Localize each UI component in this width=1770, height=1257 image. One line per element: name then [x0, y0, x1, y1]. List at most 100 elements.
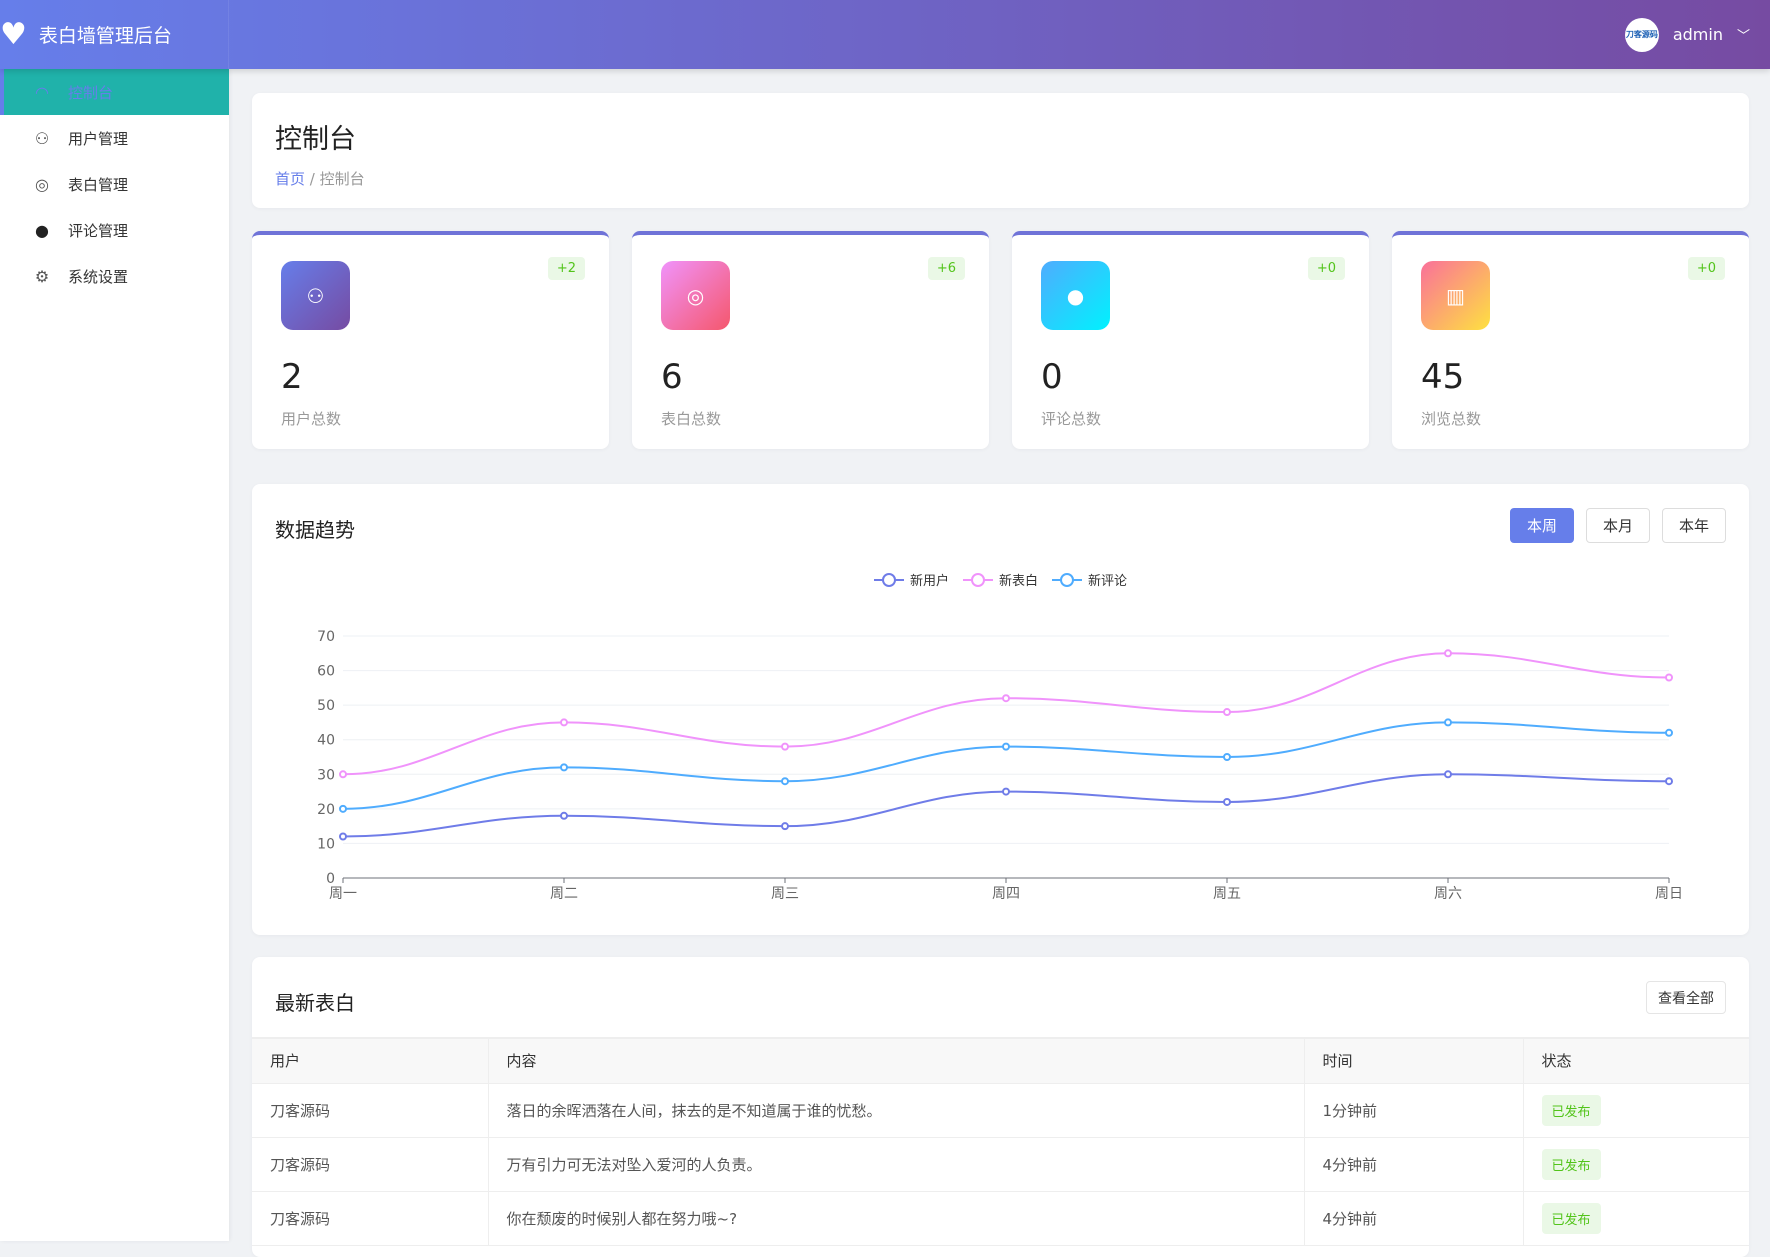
data-point	[1223, 797, 1231, 806]
cell-user: 刀客源码	[252, 1137, 489, 1192]
legend-item[interactable]: 新用户	[873, 570, 949, 589]
sidebar-item-label: 系统设置	[68, 267, 129, 286]
data-point	[781, 822, 789, 831]
data-point	[1665, 673, 1673, 682]
avatar: 刀客源码	[1624, 17, 1659, 52]
sidebar: ◠ 控制台 ⚇ 用户管理 ◎ 表白管理 ● 评论管理 ⚙ 系统设置	[0, 69, 229, 1241]
data-point	[1002, 742, 1010, 751]
column-header-content: 内容	[488, 1037, 1305, 1084]
data-point	[560, 811, 568, 820]
stat-label: 浏览总数	[1421, 410, 1482, 428]
dashboard-icon: ◠	[35, 82, 49, 102]
app-title: 表白墙管理后台	[38, 25, 172, 47]
data-point	[1223, 708, 1231, 717]
sidebar-item-label: 用户管理	[68, 129, 129, 148]
book-icon: ▥	[1421, 261, 1490, 330]
cell-time: 4分钟前	[1304, 1191, 1524, 1246]
chevron-down-icon: ﹀	[1736, 29, 1750, 44]
range-year-button[interactable]: 本年	[1661, 508, 1726, 543]
column-header-user: 用户	[252, 1037, 489, 1084]
status-badge: 已发布	[1541, 1148, 1601, 1180]
y-tick-label: 60	[317, 664, 335, 680]
stat-label: 评论总数	[1041, 410, 1102, 428]
trend-chart: 0 10 20 30 40 50 60 70 周一 周二 周三 周四 周五 周六 周日	[317, 629, 1683, 902]
user-menu[interactable]: 刀客源码 admin ﹀	[1624, 0, 1750, 69]
sidebar-item-confessions[interactable]: ◎ 表白管理	[0, 161, 229, 207]
data-point	[1665, 777, 1673, 786]
cell-status: 已发布	[1523, 1191, 1749, 1246]
x-tick-label: 周一	[329, 886, 357, 902]
sidebar-item-settings[interactable]: ⚙ 系统设置	[0, 253, 229, 299]
stat-delta: +0	[1307, 257, 1345, 280]
breadcrumb: 首页 / 控制台	[275, 168, 1726, 189]
data-point	[781, 742, 789, 751]
sidebar-item-label: 评论管理	[68, 221, 129, 240]
x-tick-label: 周四	[992, 886, 1020, 902]
stat-card: ● +0 0 评论总数	[1012, 231, 1369, 449]
range-week-button[interactable]: 本周	[1509, 508, 1574, 543]
sidebar-item-label: 表白管理	[68, 175, 129, 194]
sidebar-item-comments[interactable]: ● 评论管理	[0, 207, 229, 253]
cell-time: 1分钟前	[1304, 1083, 1524, 1138]
series-line	[342, 652, 1670, 776]
sidebar-item-dashboard[interactable]: ◠ 控制台	[0, 69, 229, 115]
cell-status: 已发布	[1523, 1083, 1749, 1138]
stat-value: 45	[1421, 357, 1465, 397]
data-point	[1444, 718, 1452, 727]
stat-value: 6	[661, 357, 683, 397]
latest-table: 用户 内容 时间 状态 刀客源码 落日的余晖洒落在人间，抹去的是不知道属于谁的忧…	[252, 1037, 1749, 1246]
table-row: 刀客源码 你在颓废的时候别人都在努力哦~? 4分钟前 已发布	[252, 1191, 1749, 1246]
data-point	[1444, 770, 1452, 779]
logo[interactable]: ♥ 表白墙管理后台	[0, 0, 229, 69]
stat-label: 用户总数	[281, 410, 342, 428]
range-month-button[interactable]: 本月	[1585, 508, 1650, 543]
x-tick-label: 周六	[1434, 886, 1462, 902]
view-all-button[interactable]: 查看全部	[1646, 981, 1726, 1014]
y-tick-label: 30	[317, 767, 335, 783]
chart-legend: 新用户 新表白 新评论	[252, 570, 1749, 589]
legend-item[interactable]: 新评论	[1052, 570, 1127, 589]
x-tick-label: 周日	[1655, 886, 1683, 902]
data-point	[1002, 787, 1010, 796]
legend-item[interactable]: 新表白	[962, 570, 1038, 589]
data-point	[1444, 649, 1452, 658]
cell-content: 万有引力可无法对坠入爱河的人负责。	[488, 1137, 1305, 1192]
data-point	[560, 763, 568, 772]
data-point	[339, 804, 347, 813]
username: admin	[1672, 25, 1723, 44]
legend-marker	[1052, 572, 1082, 587]
latest-confessions-card: 最新表白 查看全部 用户 内容 时间 状态 刀客源码 落日的余晖洒落在人间，抹去…	[252, 957, 1749, 1257]
top-bar: ♥ 表白墙管理后台 刀客源码 admin ﹀	[0, 0, 1770, 69]
legend-label: 新用户	[909, 574, 949, 589]
gear-icon: ⚙	[34, 266, 50, 286]
column-header-time: 时间	[1304, 1037, 1524, 1084]
heart-icon: ♥	[0, 16, 27, 52]
stat-delta: +6	[927, 257, 965, 280]
data-point	[339, 770, 347, 779]
cell-content: 你在颓废的时候别人都在努力哦~?	[488, 1191, 1305, 1246]
y-tick-label: 20	[317, 802, 335, 818]
comment-icon: ●	[35, 220, 49, 240]
chat-bubbles-icon: ◎	[35, 174, 49, 194]
data-point	[1002, 694, 1010, 703]
cell-user: 刀客源码	[252, 1191, 489, 1246]
cell-content: 落日的余晖洒落在人间，抹去的是不知道属于谁的忧愁。	[488, 1083, 1305, 1138]
trend-card: 数据趋势 本周 本月 本年 新用户 新表白 新评论 0 10 20 30 40 50 60 70 周…	[252, 484, 1749, 935]
breadcrumb-current: 控制台	[319, 170, 365, 188]
data-point	[1665, 728, 1673, 737]
cell-time: 4分钟前	[1304, 1137, 1524, 1192]
page-title: 控制台	[275, 124, 356, 155]
chat-bubbles-icon: ◎	[661, 261, 730, 330]
x-tick-label: 周二	[550, 886, 578, 902]
legend-marker	[873, 572, 904, 587]
breadcrumb-home[interactable]: 首页	[275, 170, 306, 188]
column-header-status: 状态	[1523, 1037, 1749, 1084]
sidebar-item-users[interactable]: ⚇ 用户管理	[0, 115, 229, 161]
cell-status: 已发布	[1523, 1137, 1749, 1192]
series-line	[342, 773, 1670, 838]
status-badge: 已发布	[1541, 1202, 1601, 1234]
trend-title: 数据趋势	[275, 518, 355, 542]
status-badge: 已发布	[1541, 1094, 1601, 1126]
y-tick-label: 50	[317, 698, 335, 714]
stat-card: ⚇ +2 2 用户总数	[252, 231, 609, 449]
